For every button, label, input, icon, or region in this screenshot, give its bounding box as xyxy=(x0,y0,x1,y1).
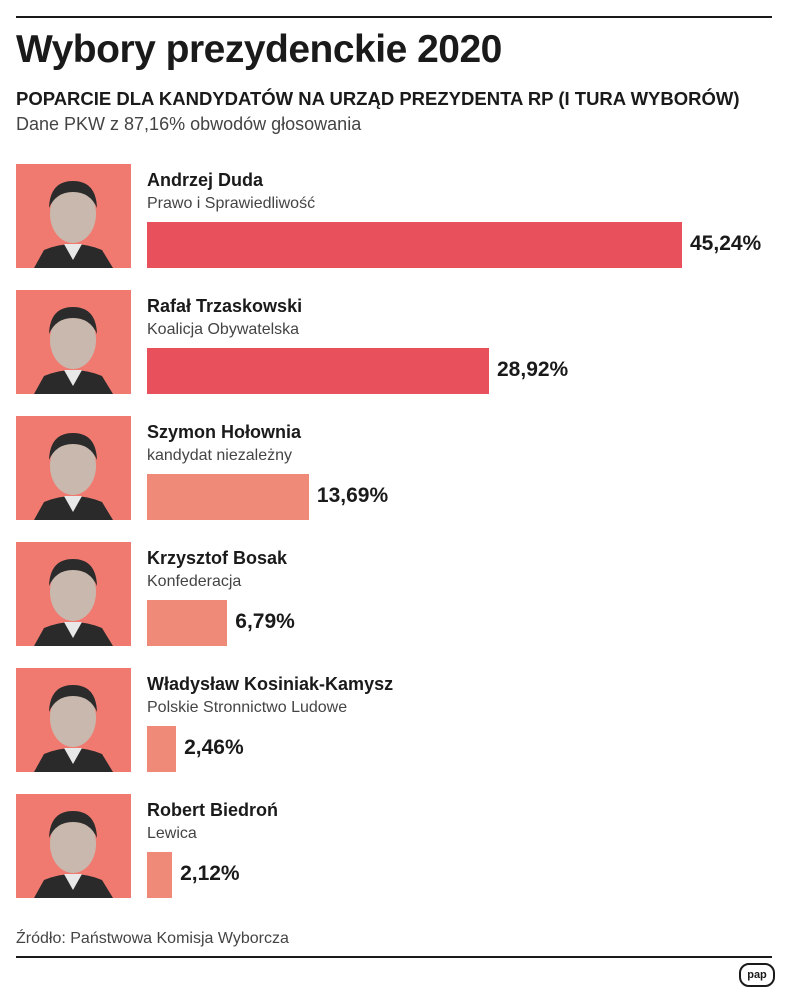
value-label: 2,12% xyxy=(180,862,240,885)
chart-title: Wybory prezydenckie 2020 xyxy=(16,28,502,71)
candidate-party: Konfederacja xyxy=(147,573,242,590)
bar xyxy=(147,348,489,394)
portrait-photo xyxy=(16,290,131,394)
candidate-photo xyxy=(16,668,131,772)
portrait-photo xyxy=(16,668,131,772)
portrait-photo xyxy=(16,794,131,898)
candidate-photo xyxy=(16,164,131,268)
portrait-photo xyxy=(16,542,131,646)
candidate-row: Robert Biedroń Lewica 2,12% xyxy=(0,794,788,900)
pap-logo: pap xyxy=(739,963,775,987)
data-note: Dane PKW z 87,16% obwodów głosowania xyxy=(16,114,362,134)
candidate-row: Rafał Trzaskowski Koalicja Obywatelska 28,… xyxy=(0,290,788,396)
candidate-photo xyxy=(16,416,131,520)
value-label: 6,79% xyxy=(235,610,295,633)
value-label: 2,46% xyxy=(184,736,244,759)
top-rule xyxy=(16,16,772,18)
value-label: 28,92% xyxy=(497,358,569,381)
bar xyxy=(147,852,173,898)
bottom-rule xyxy=(16,956,772,958)
candidate-name: Andrzej Duda xyxy=(147,170,264,190)
candidate-photo xyxy=(16,794,131,898)
portrait-photo xyxy=(16,164,131,268)
candidate-name: Krzysztof Bosak xyxy=(147,548,288,568)
candidate-party: Lewica xyxy=(147,825,197,842)
candidate-name: Rafał Trzaskowski xyxy=(147,296,303,316)
candidate-photo xyxy=(16,290,131,394)
candidate-row: Andrzej Duda Prawo i Sprawiedliwość 45,24% xyxy=(0,164,788,270)
candidate-name: Robert Biedroń xyxy=(147,800,279,820)
candidate-row: Szymon Hołownia kandydat niezależny 13,69% xyxy=(0,416,788,522)
bar xyxy=(147,600,228,646)
source-note: Źródło: Państwowa Komisja Wyborcza xyxy=(16,930,289,947)
candidate-row: Krzysztof Bosak Konfederacja 6,79% xyxy=(0,542,788,648)
bar xyxy=(147,726,177,772)
portrait-photo xyxy=(16,416,131,520)
candidate-row: Władysław Kosiniak-Kamysz Polskie Stronni… xyxy=(0,668,788,774)
candidate-party: Polskie Stronnictwo Ludowe xyxy=(147,699,348,716)
bar xyxy=(147,474,309,520)
chart-subtitle: POPARCIE DLA KANDYDATÓW NA URZĄD PREZYDE… xyxy=(16,88,740,109)
candidate-name: Szymon Hołownia xyxy=(147,422,302,442)
bar xyxy=(147,222,682,268)
candidate-party: Prawo i Sprawiedliwość xyxy=(147,195,316,212)
candidate-party: kandydat niezależny xyxy=(147,447,292,464)
value-label: 13,69% xyxy=(316,484,389,507)
candidate-photo xyxy=(16,542,131,646)
candidate-party: Koalicja Obywatelska xyxy=(147,321,300,338)
value-label: 45,24% xyxy=(690,232,762,255)
candidate-name: Władysław Kosiniak-Kamysz xyxy=(147,674,394,694)
